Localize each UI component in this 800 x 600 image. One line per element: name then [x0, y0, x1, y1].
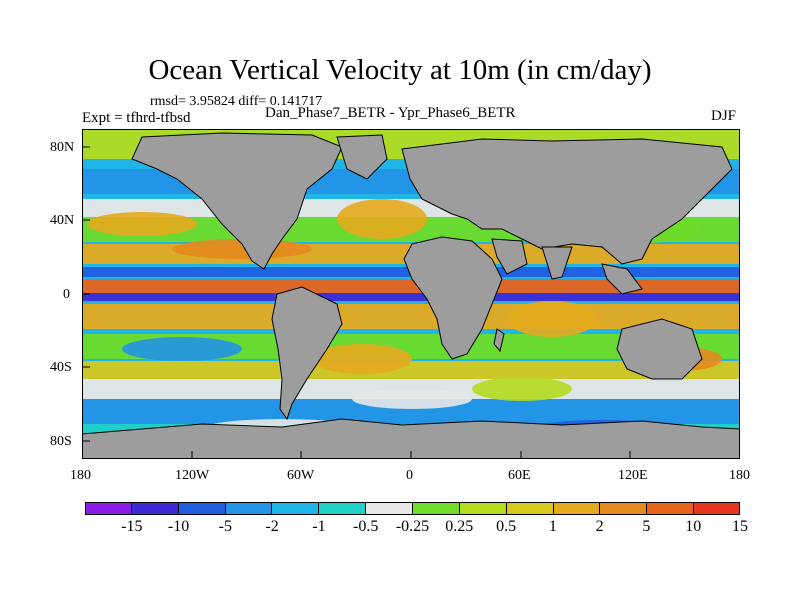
colorbar-segment: [225, 502, 273, 515]
y-tick-40n: 40N: [50, 213, 75, 228]
greenland: [336, 134, 388, 180]
ocean-velocity-map: [82, 129, 740, 459]
season-label: DJF: [711, 108, 737, 124]
south-america: [271, 286, 343, 421]
colorbar-label: 2: [595, 518, 604, 535]
australia: [616, 318, 703, 380]
india: [541, 246, 573, 280]
y-tick-40s: 40S: [50, 360, 72, 375]
colorbar-label: -0.5: [353, 518, 379, 535]
colorbar-segment: [85, 502, 132, 515]
plot-title: Ocean Vertical Velocity at 10m (in cm/da…: [148, 54, 652, 86]
y-tick-0: 0: [63, 287, 70, 302]
colorbar-label: 0.25: [445, 518, 474, 535]
colorbar-segment: [272, 502, 320, 515]
x-tick-60w: 60W: [287, 468, 315, 483]
arabia: [491, 238, 528, 275]
land-masses: [82, 132, 740, 459]
colorbar-label: 0.5: [496, 518, 517, 535]
africa: [403, 236, 503, 360]
colorbar-segment: [600, 502, 648, 515]
colorbar-segment: [319, 502, 367, 515]
colorbar-segment: [178, 502, 226, 515]
colorbar-label: -0.25: [395, 518, 430, 535]
x-tick-0: 0: [406, 468, 413, 483]
plot-subtitle: Dan_Phase7_BETR - Ypr_Phase6_BETR: [265, 105, 516, 121]
antarctica: [82, 418, 740, 459]
x-tick-120w: 120W: [175, 468, 210, 483]
experiment-label: Expt = tfhrd-tfbsd: [82, 110, 191, 126]
colorbar-segment: [647, 502, 695, 515]
stats-label: rmsd= 3.95824 diff= 0.141717: [150, 94, 323, 109]
x-tick-120e: 120E: [618, 468, 648, 483]
colorbar-segment: [366, 502, 414, 515]
colorbar-segment: [131, 502, 179, 515]
colorbar-segment: [694, 502, 741, 515]
colorbar-label: -5: [218, 518, 233, 535]
x-tick-60e: 60E: [508, 468, 531, 483]
madagascar: [493, 328, 505, 353]
colorbar-segment: [506, 502, 554, 515]
x-tick-180w: 180: [70, 468, 91, 483]
southeast-asia: [601, 263, 643, 295]
colorbar-label: 10: [685, 518, 702, 535]
north-america: [131, 132, 343, 270]
y-tick-80s: 80S: [50, 434, 72, 449]
colorbar: [85, 502, 741, 515]
colorbar-label: 15: [732, 518, 748, 535]
colorbar-label: -1: [312, 518, 326, 535]
colorbar-label: -10: [167, 518, 190, 535]
colorbar-label: 1: [548, 518, 557, 535]
colorbar-segment: [413, 502, 460, 515]
y-tick-80n: 80N: [50, 140, 75, 155]
colorbar-segment: [459, 502, 507, 515]
eurasia: [401, 138, 733, 265]
colorbar-label: 5: [642, 518, 651, 535]
colorbar-label: -15: [121, 518, 143, 535]
colorbar-label: -2: [265, 518, 279, 535]
x-tick-180e: 180: [729, 468, 750, 483]
colorbar-segment: [553, 502, 601, 515]
